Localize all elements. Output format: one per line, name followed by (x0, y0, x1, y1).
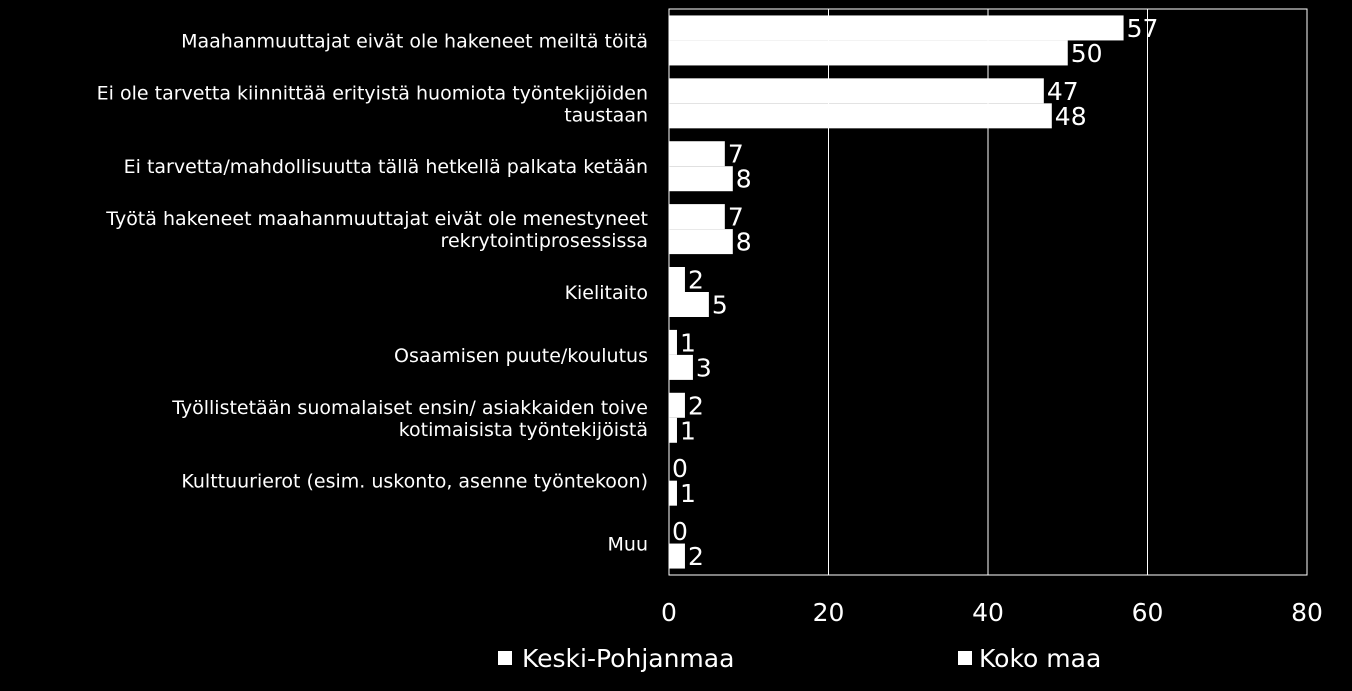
data-label: 3 (696, 353, 712, 382)
data-label: 48 (1055, 102, 1087, 131)
category-label-line: Maahanmuuttajat eivät ole hakeneet meilt… (181, 30, 648, 52)
bar-series-2 (669, 103, 1052, 129)
category-label: Osaamisen puute/koulutus (394, 345, 648, 367)
category-label-line: Työtä hakeneet maahanmuuttajat eivät ole… (105, 208, 648, 230)
bar-series-2 (669, 292, 709, 317)
bar-series-1 (669, 392, 685, 418)
category-label-line: taustaan (564, 104, 648, 126)
category-label-line: Osaamisen puute/koulutus (394, 345, 648, 367)
category-label-line: Ei tarvetta/mahdollisuutta tällä hetkell… (124, 156, 648, 178)
data-label: 8 (736, 228, 752, 257)
category-label: Kielitaito (565, 282, 648, 304)
bar-series-2 (669, 166, 733, 192)
x-tick-label: 0 (661, 598, 677, 627)
legend-label: Keski-Pohjanmaa (522, 644, 734, 673)
bar-series-2 (669, 229, 733, 255)
bar-series-1 (669, 78, 1044, 104)
data-label: 5 (712, 291, 728, 320)
bar-series-1 (669, 141, 725, 167)
category-label: Ei tarvetta/mahdollisuutta tällä hetkell… (124, 156, 648, 178)
category-label-line: Kulttuurierot (esim. uskonto, asenne työ… (181, 471, 648, 493)
data-label: 50 (1071, 39, 1103, 68)
data-label: 2 (688, 266, 704, 295)
bar-series-2 (669, 354, 693, 380)
bar-series-2 (669, 40, 1068, 66)
x-tick-label: 20 (813, 598, 845, 627)
category-label: Muu (608, 534, 648, 556)
category-label-line: Työllistetään suomalaiset ensin/ asiakka… (171, 397, 648, 419)
category-label-line: kotimaisista työntekijöistä (399, 419, 648, 441)
legend-label: Koko maa (979, 644, 1101, 673)
data-label: 2 (688, 542, 704, 571)
bar-series-1 (669, 329, 677, 355)
bar-series-1 (669, 204, 725, 230)
category-label: Työllistetään suomalaiset ensin/ asiakka… (171, 397, 648, 441)
category-label: Työtä hakeneet maahanmuuttajat eivät ole… (105, 208, 648, 252)
x-tick-label: 80 (1291, 598, 1323, 627)
data-label: 0 (672, 454, 688, 483)
bar-series-1 (669, 15, 1124, 41)
data-label: 1 (680, 416, 696, 445)
data-label: 1 (680, 328, 696, 357)
category-label: Maahanmuuttajat eivät ole hakeneet meilt… (181, 30, 648, 52)
bar-series-1 (669, 267, 685, 292)
bar-series-2 (669, 417, 677, 443)
bar-series-2 (669, 480, 677, 506)
category-label: Kulttuurierot (esim. uskonto, asenne työ… (181, 471, 648, 493)
bar-series-2 (669, 543, 685, 569)
data-label: 0 (672, 517, 688, 546)
data-label: 7 (728, 203, 744, 232)
data-label: 8 (736, 165, 752, 194)
legend-swatch (498, 651, 512, 665)
category-label-line: Muu (608, 534, 648, 556)
data-label: 2 (688, 391, 704, 420)
category-label-line: rekrytointiprosessissa (441, 230, 648, 252)
category-label: Ei ole tarvetta kiinnittää erityistä huo… (97, 82, 648, 126)
data-label: 57 (1127, 14, 1159, 43)
x-tick-label: 40 (972, 598, 1004, 627)
data-label: 1 (680, 479, 696, 508)
x-tick-label: 60 (1132, 598, 1164, 627)
category-label-line: Kielitaito (565, 282, 648, 304)
data-label: 7 (728, 140, 744, 169)
legend-swatch (958, 651, 972, 665)
data-label: 47 (1047, 77, 1079, 106)
category-label-line: Ei ole tarvetta kiinnittää erityistä huo… (97, 82, 648, 104)
